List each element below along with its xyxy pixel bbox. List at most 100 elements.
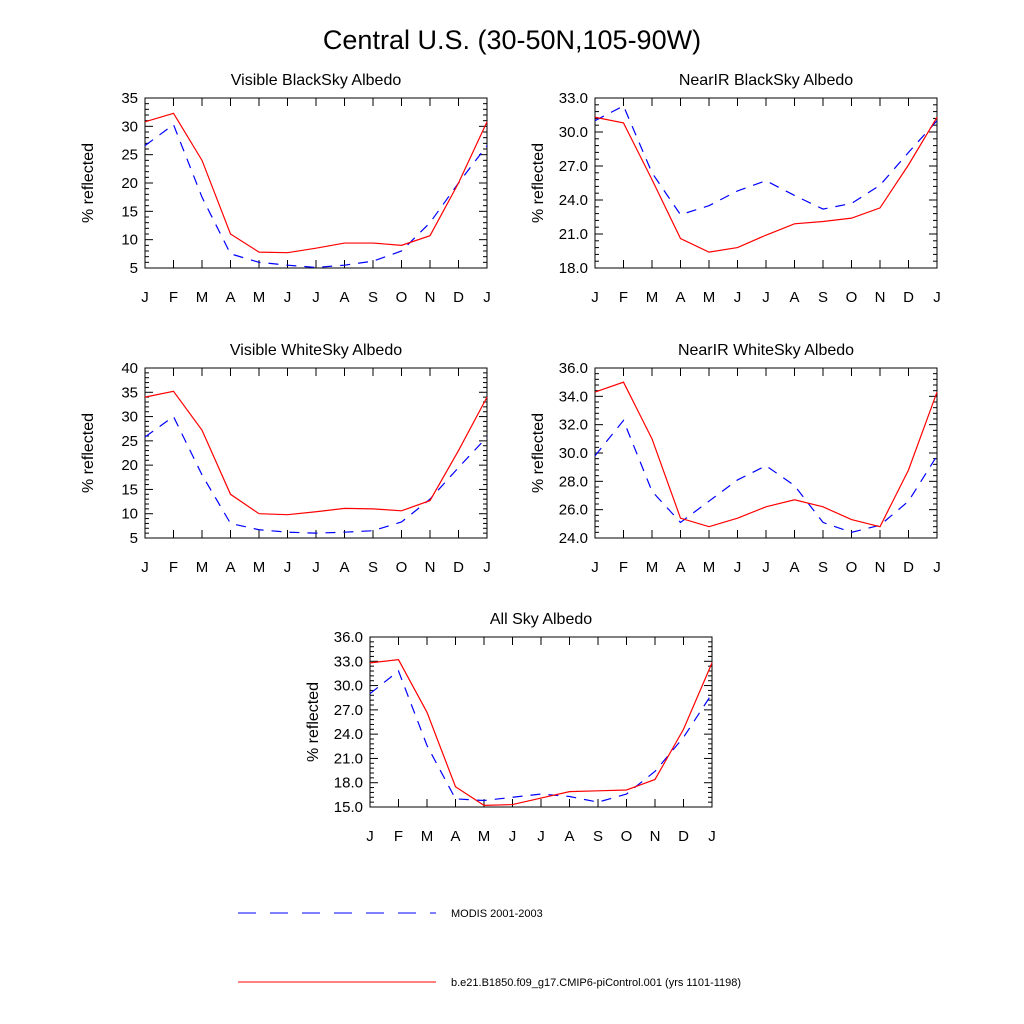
nearir-blacksky-albedo-xtick-label: D xyxy=(903,289,914,306)
visible-blacksky-albedo-ytick-label: 25 xyxy=(121,147,138,164)
visible-blacksky-albedo-xtick-label: O xyxy=(396,289,408,306)
visible-whitesky-albedo-xtick-label: J xyxy=(284,559,292,576)
nearir-whitesky-albedo-xtick-label: A xyxy=(675,559,685,576)
nearir-blacksky-albedo-series-model-line xyxy=(594,116,938,253)
visible-blacksky-albedo-title: Visible BlackSky Albedo xyxy=(231,72,402,89)
visible-blacksky-albedo-xtick-label: J xyxy=(284,289,292,306)
visible-blacksky-albedo-xtick-label: M xyxy=(253,289,266,306)
all-sky-albedo-xtick-label: O xyxy=(621,828,633,845)
visible-blacksky-albedo-ytick-label: 10 xyxy=(121,232,138,249)
nearir-blacksky-albedo-xtick-label: O xyxy=(846,289,858,306)
nearir-whitesky-albedo-xtick-label: A xyxy=(789,559,799,576)
all-sky-albedo-xtick-label: S xyxy=(593,828,603,845)
nearir-blacksky-albedo-xtick-label: F xyxy=(619,289,628,306)
nearir-blacksky-albedo-ytick-label: 27.0 xyxy=(559,158,588,175)
nearir-whitesky-albedo-xtick-label: M xyxy=(646,559,659,576)
visible-blacksky-albedo-xtick-label: A xyxy=(339,289,349,306)
visible-whitesky-albedo-series-model-line xyxy=(144,390,488,516)
visible-blacksky-albedo-xtick-label: M xyxy=(196,289,209,306)
all-sky-albedo-series-modis-line xyxy=(369,670,713,803)
visible-whitesky-albedo-xtick-label: F xyxy=(169,559,178,576)
visible-whitesky-albedo-ytick-label: 15 xyxy=(121,481,138,498)
visible-whitesky-albedo-xtick-label: O xyxy=(396,559,408,576)
nearir-whitesky-albedo-ytick-label: 28.0 xyxy=(559,473,588,490)
nearir-blacksky-albedo-ytick-label: 33.0 xyxy=(559,90,588,107)
visible-blacksky-albedo-ytick-label: 35 xyxy=(121,90,138,107)
nearir-whitesky-albedo-ytick-label: 30.0 xyxy=(559,445,588,462)
all-sky-albedo-ytick-label: 18.0 xyxy=(334,775,363,792)
legend-label-modis: MODIS 2001-2003 xyxy=(451,908,543,920)
visible-whitesky-albedo-xtick-label: S xyxy=(368,559,378,576)
nearir-whitesky-albedo-xtick-label: J xyxy=(591,559,599,576)
nearir-whitesky-albedo-xtick-label: F xyxy=(619,559,628,576)
visible-whitesky-albedo-ytick-label: 25 xyxy=(121,433,138,450)
visible-whitesky-albedo-ytick-label: 40 xyxy=(121,360,138,377)
nearir-whitesky-albedo-title: NearIR WhiteSky Albedo xyxy=(678,342,854,359)
visible-whitesky-albedo-ytick-label: 35 xyxy=(121,384,138,401)
visible-whitesky-albedo-xtick-label: M xyxy=(253,559,266,576)
nearir-whitesky-albedo-xtick-label: J xyxy=(734,559,742,576)
nearir-whitesky-albedo-xtick-label: D xyxy=(903,559,914,576)
visible-blacksky-albedo-xtick-label: J xyxy=(483,289,491,306)
visible-blacksky-albedo-ytick-label: 30 xyxy=(121,118,138,135)
all-sky-albedo-xtick-label: A xyxy=(450,828,460,845)
visible-whitesky-albedo-xtick-label: M xyxy=(196,559,209,576)
visible-whitesky-albedo-series-modis-line xyxy=(144,415,488,534)
all-sky-albedo-ytick-label: 36.0 xyxy=(334,629,363,646)
all-sky-albedo-series-model-line xyxy=(369,659,713,806)
all-sky-albedo-xtick-label: J xyxy=(537,828,545,845)
visible-whitesky-albedo-ytick-label: 5 xyxy=(130,530,138,547)
figure-title: Central U.S. (30-50N,105-90W) xyxy=(323,25,701,55)
nearir-blacksky-albedo-xtick-label: A xyxy=(675,289,685,306)
nearir-whitesky-albedo-ytick-label: 36.0 xyxy=(559,360,588,377)
visible-whitesky-albedo-xtick-label: N xyxy=(425,559,436,576)
visible-whitesky-albedo-ytick-label: 20 xyxy=(121,457,138,474)
all-sky-albedo-ytick-label: 24.0 xyxy=(334,726,363,743)
legend-label-model: b.e21.B1850.f09_g17.CMIP6-piControl.001 … xyxy=(451,977,741,989)
nearir-blacksky-albedo-xtick-label: J xyxy=(591,289,599,306)
all-sky-albedo-xtick-label: A xyxy=(564,828,574,845)
all-sky-albedo-xtick-label: M xyxy=(421,828,434,845)
legend: MODIS 2001-2003 b.e21.B1850.f09_g17.CMIP… xyxy=(238,908,741,989)
all-sky-albedo-xtick-label: D xyxy=(678,828,689,845)
all-sky-albedo-ytick-label: 21.0 xyxy=(334,750,363,767)
nearir-blacksky-albedo-ytick-label: 30.0 xyxy=(559,124,588,141)
nearir-whitesky-albedo-ytick-label: 26.0 xyxy=(559,502,588,519)
visible-whitesky-albedo-ytick-label: 30 xyxy=(121,409,138,426)
all-sky-albedo-xtick-label: J xyxy=(708,828,716,845)
nearir-blacksky-albedo-xtick-label: J xyxy=(762,289,770,306)
nearir-blacksky-albedo-xtick-label: J xyxy=(734,289,742,306)
nearir-blacksky-albedo-xtick-label: M xyxy=(646,289,659,306)
all-sky-albedo-ytick-label: 27.0 xyxy=(334,702,363,719)
visible-whitesky-albedo-xtick-label: A xyxy=(225,559,235,576)
all-sky-albedo-xtick-label: M xyxy=(478,828,491,845)
nearir-blacksky-albedo-ytick-label: 21.0 xyxy=(559,226,588,243)
nearir-whitesky-albedo-series-model-line xyxy=(594,381,938,528)
visible-blacksky-albedo-xtick-label: A xyxy=(225,289,235,306)
visible-blacksky-albedo-ylabel: % reflected xyxy=(80,143,97,223)
visible-blacksky-albedo-xtick-label: D xyxy=(453,289,464,306)
nearir-whitesky-albedo-xtick-label: S xyxy=(818,559,828,576)
nearir-blacksky-albedo-xtick-label: S xyxy=(818,289,828,306)
nearir-whitesky-albedo-xtick-label: J xyxy=(762,559,770,576)
all-sky-albedo-xtick-label: F xyxy=(394,828,403,845)
nearir-whitesky-albedo-xtick-label: N xyxy=(875,559,886,576)
all-sky-albedo-ytick-label: 33.0 xyxy=(334,653,363,670)
nearir-whitesky-albedo-ytick-label: 32.0 xyxy=(559,417,588,434)
visible-blacksky-albedo-xtick-label: S xyxy=(368,289,378,306)
visible-whitesky-albedo-ytick-label: 10 xyxy=(121,506,138,523)
nearir-blacksky-albedo-title: NearIR BlackSky Albedo xyxy=(679,72,853,89)
nearir-whitesky-albedo-ytick-label: 34.0 xyxy=(559,388,588,405)
visible-blacksky-albedo-xtick-label: J xyxy=(312,289,320,306)
nearir-blacksky-albedo-ylabel: % reflected xyxy=(530,143,547,223)
nearir-whitesky-albedo-xtick-label: M xyxy=(703,559,716,576)
nearir-blacksky-albedo-xtick-label: J xyxy=(933,289,941,306)
visible-blacksky-albedo-ytick-label: 5 xyxy=(130,260,138,277)
nearir-blacksky-albedo-xtick-label: N xyxy=(875,289,886,306)
